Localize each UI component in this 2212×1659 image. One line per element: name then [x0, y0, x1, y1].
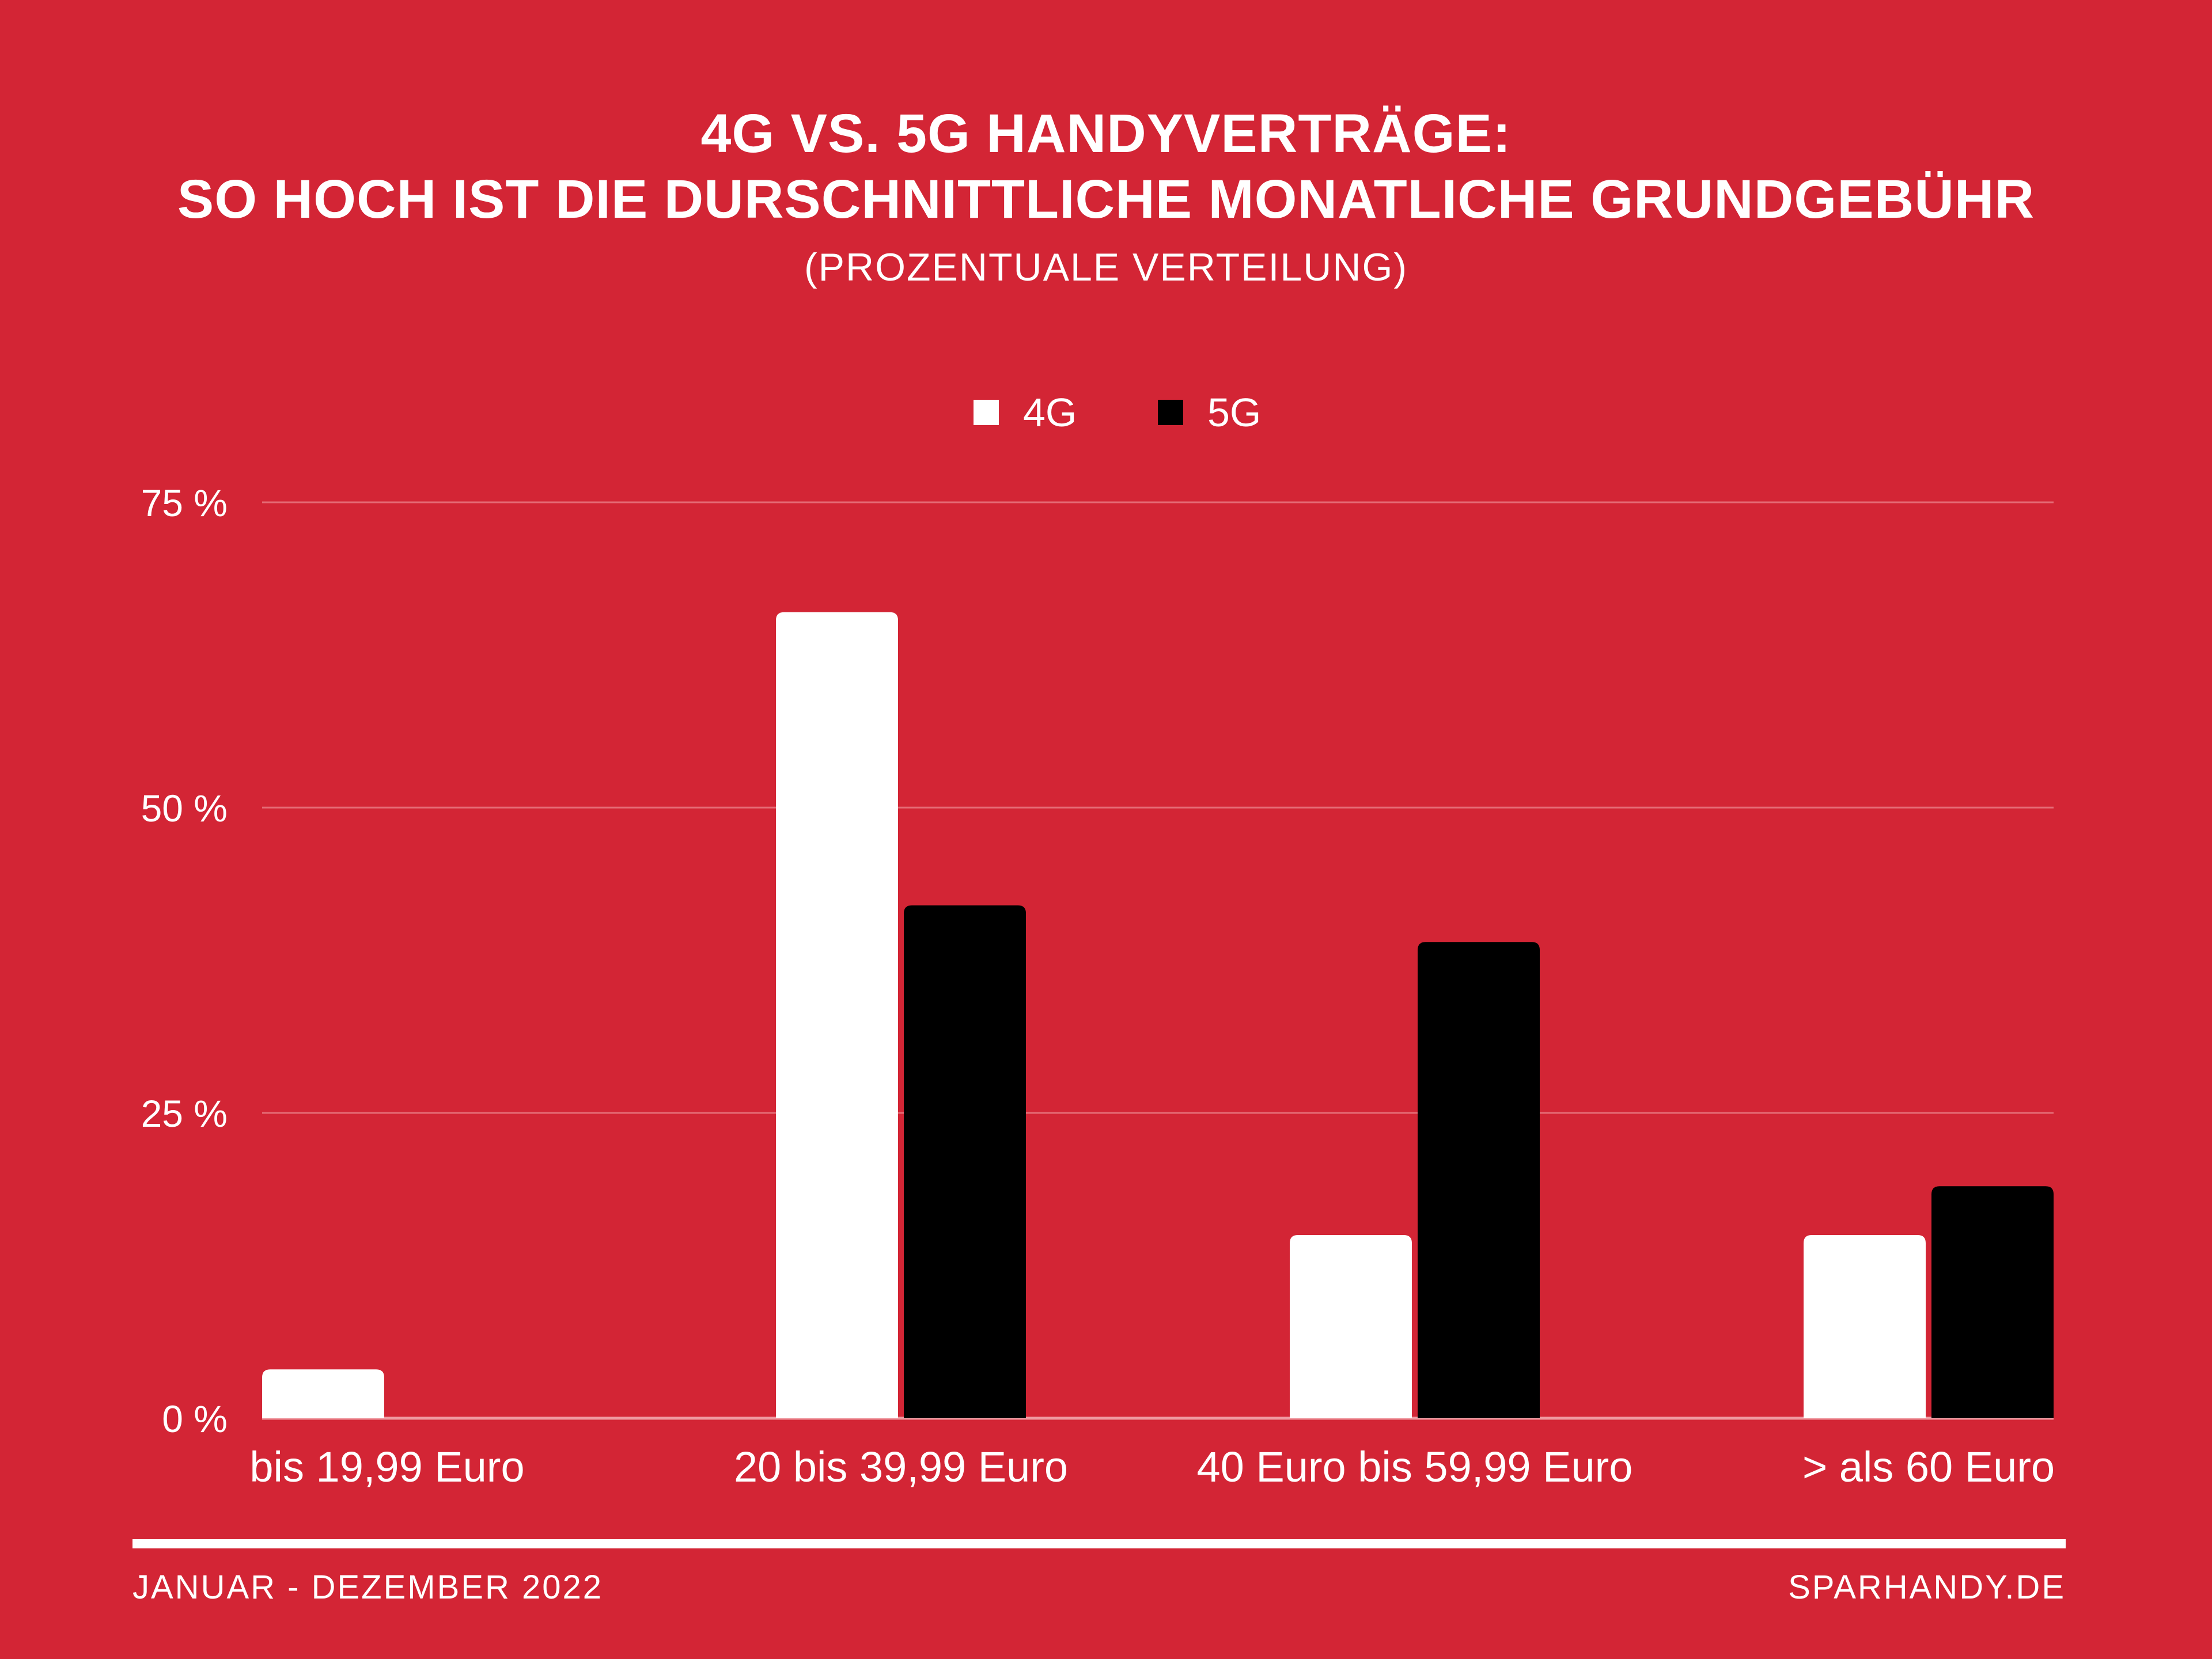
legend: 4G 5G	[974, 390, 1261, 435]
y-axis-ticks: 0 % 25 % 50 % 75 %	[141, 482, 228, 1440]
bar-4g-1	[776, 612, 898, 1418]
y-tick-label: 75 %	[141, 482, 228, 524]
bar-5g-1	[904, 905, 1026, 1418]
x-axis-labels: bis 19,99 Euro 20 bis 39,99 Euro 40 Euro b…	[249, 1443, 2055, 1491]
x-category-label: 40 Euro bis 59,99 Euro	[1197, 1443, 1633, 1491]
bar-4g-2	[1290, 1235, 1412, 1418]
legend-swatch-5g	[1158, 400, 1183, 425]
footer-period: JANUAR - DEZEMBER 2022	[132, 1569, 603, 1606]
bar-4g-3	[1804, 1235, 1926, 1418]
x-category-label: > als 60 Euro	[1802, 1443, 2055, 1491]
chart-title: 4G VS. 5G HANDYVERTRÄGE: SO HOCH IST DIE…	[0, 101, 2212, 232]
y-tick-label: 50 %	[141, 787, 228, 830]
bar-5g-3	[1931, 1186, 2054, 1418]
chart-title-line-2: SO HOCH IST DIE DURSCHNITTLICHE MONATLIC…	[177, 169, 2035, 230]
x-category-label: bis 19,99 Euro	[249, 1443, 524, 1491]
legend-label-5g: 5G	[1207, 390, 1261, 435]
bar-4g-0	[262, 1369, 384, 1418]
chart-subtitle: (PROZENTUALE VERTEILUNG)	[804, 245, 1408, 289]
chart-title-line-1: 4G VS. 5G HANDYVERTRÄGE:	[700, 103, 1512, 164]
legend-swatch-4g	[974, 400, 999, 425]
gridlines	[262, 501, 2054, 1420]
footer-divider	[132, 1539, 2066, 1548]
bars	[262, 612, 2054, 1418]
x-category-label: 20 bis 39,99 Euro	[734, 1443, 1068, 1491]
y-tick-label: 0 %	[162, 1397, 228, 1440]
bar-5g-2	[1418, 942, 1540, 1418]
legend-label-4g: 4G	[1023, 390, 1077, 435]
y-tick-label: 25 %	[141, 1092, 228, 1135]
footer-source: SPARHANDY.DE	[1788, 1569, 2066, 1606]
